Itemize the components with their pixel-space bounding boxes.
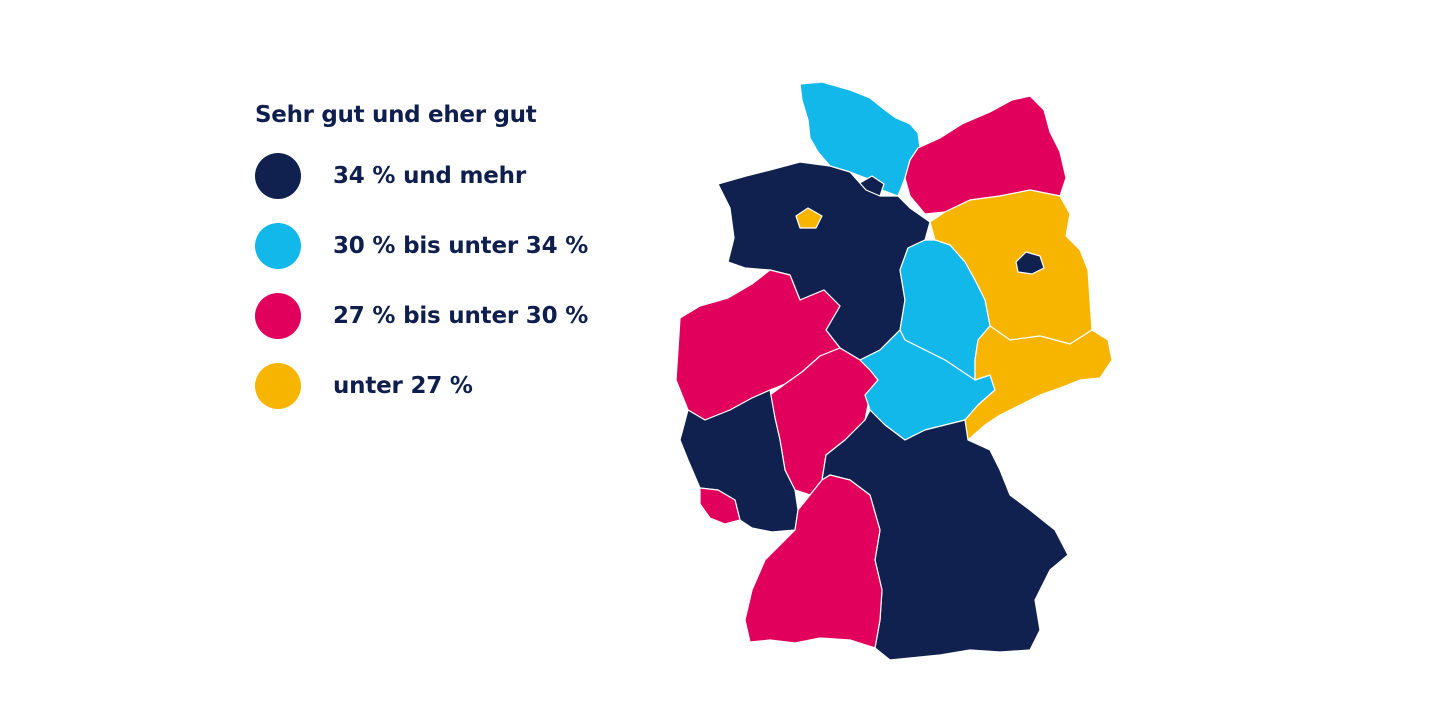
legend-label-unter-27: unter 27 % [333,373,473,399]
legend-swatch-30-bis-34 [255,223,301,269]
state-sachsen [964,325,1113,441]
legend-label-27-bis-30: 27 % bis unter 30 % [333,303,589,329]
legend-item-unter-27: unter 27 % [255,363,588,409]
legend-title: Sehr gut und eher gut [255,102,537,128]
state-bremen [795,207,823,229]
legend-swatch-34-und-mehr [255,153,301,199]
legend-item-27-bis-30: 27 % bis unter 30 % [255,293,588,339]
state-saarland [699,487,741,525]
state-berlin [1015,251,1045,275]
legend-label-30-bis-34: 30 % bis unter 34 % [333,233,589,259]
legend-item-30-bis-34: 30 % bis unter 34 % [255,223,588,269]
legend-label-34-und-mehr: 34 % und mehr [333,163,526,189]
legend-swatch-unter-27 [255,363,301,409]
legend: Sehr gut und eher gut 34 % und mehr 30 %… [255,100,588,433]
legend-swatch-27-bis-30 [255,293,301,339]
state-baden-wuerttemberg [744,474,883,649]
legend-item-34-und-mehr: 34 % und mehr [255,153,588,199]
state-mecklenburg-vorpommern [904,95,1067,215]
